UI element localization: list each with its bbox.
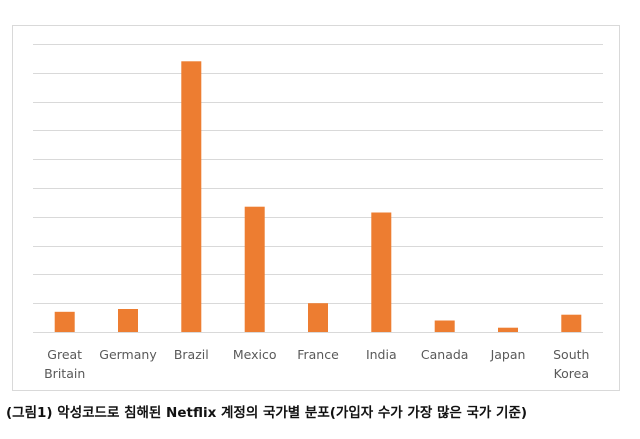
x-tick-label: Mexico: [233, 347, 277, 362]
x-tick-label: Germany: [99, 347, 157, 362]
bar-india: [371, 212, 392, 332]
x-tick-label-line: Britain: [44, 366, 85, 381]
x-tick-label-line: Great: [47, 347, 82, 362]
bar-canada: [434, 320, 455, 332]
x-tick-label: Japan: [490, 347, 526, 362]
bar-germany: [118, 309, 138, 332]
category-labels: Great Britain Germany Brazil Mexico France Ind…: [44, 347, 589, 381]
x-tick-label: France: [297, 347, 339, 362]
bar-brazil: [181, 61, 202, 333]
x-tick-label-line: India: [366, 347, 397, 362]
x-tick-label-line: Japan: [490, 347, 526, 362]
x-tick-label: South Korea: [553, 347, 589, 381]
x-tick-label: Brazil: [174, 347, 209, 362]
x-tick-label-line: Korea: [554, 366, 589, 381]
chart-frame: Great Britain Germany Brazil Mexico France Ind…: [12, 25, 620, 391]
bar-south-korea: [561, 314, 582, 332]
bar-great-britain: [54, 311, 75, 332]
x-tick-label: India: [366, 347, 397, 362]
x-tick-label-line: South: [553, 347, 589, 362]
bars: [54, 61, 582, 333]
x-tick-label-line: Mexico: [233, 347, 277, 362]
bar-japan: [498, 327, 518, 332]
x-tick-label: Great Britain: [44, 347, 85, 381]
x-tick-label: Canada: [421, 347, 469, 362]
bar-france: [308, 303, 328, 332]
x-tick-label-line: Germany: [99, 347, 157, 362]
bar-mexico: [244, 206, 265, 332]
bar-chart: Great Britain Germany Brazil Mexico France Ind…: [33, 44, 603, 381]
x-tick-label-line: France: [297, 347, 339, 362]
x-tick-label-line: Brazil: [174, 347, 209, 362]
figure-caption: (그림1) 악성코드로 침해된 Netflix 계정의 국가별 분포(가입자 수…: [6, 405, 528, 421]
x-tick-label-line: Canada: [421, 347, 469, 362]
gridlines: [33, 44, 603, 333]
